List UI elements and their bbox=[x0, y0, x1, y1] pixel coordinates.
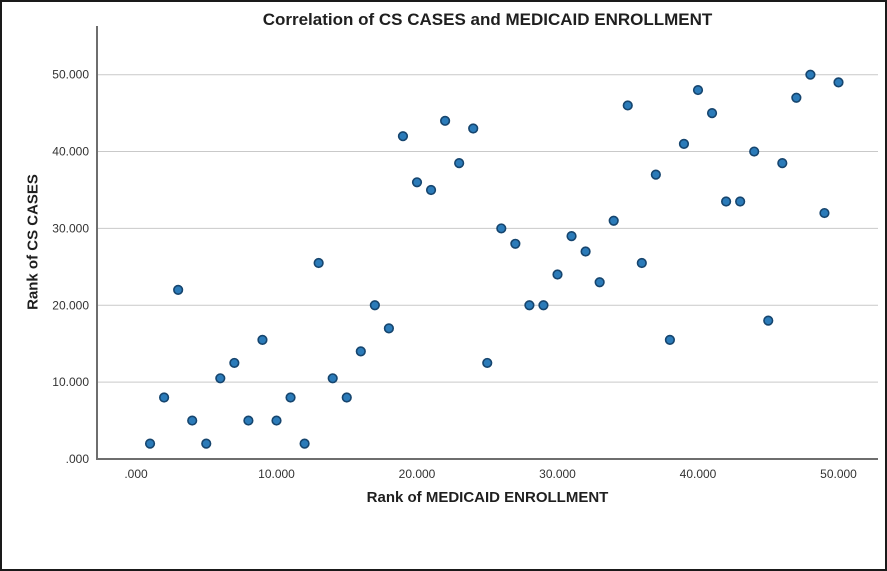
x-tick-label: 10.000 bbox=[258, 467, 295, 481]
data-point bbox=[144, 438, 156, 449]
data-point bbox=[678, 138, 690, 149]
data-point bbox=[608, 215, 619, 226]
data-point bbox=[749, 146, 760, 157]
x-axis-title: Rank of MEDICAID ENROLLMENT bbox=[366, 489, 609, 506]
data-point bbox=[243, 415, 254, 426]
data-point bbox=[777, 157, 788, 169]
data-point bbox=[833, 77, 844, 88]
data-point bbox=[496, 223, 507, 234]
data-point bbox=[566, 231, 577, 242]
data-point bbox=[383, 323, 395, 334]
data-point bbox=[482, 357, 493, 369]
data-point bbox=[313, 257, 324, 269]
data-point bbox=[229, 357, 240, 369]
data-point bbox=[720, 196, 732, 207]
data-point bbox=[411, 177, 423, 188]
data-point bbox=[664, 334, 676, 345]
data-point bbox=[468, 123, 479, 134]
data-point bbox=[538, 300, 549, 311]
data-point bbox=[791, 92, 802, 103]
data-point bbox=[524, 300, 535, 311]
data-point bbox=[285, 392, 296, 403]
y-tick-label: .000 bbox=[66, 452, 90, 466]
y-tick-label: 10.000 bbox=[52, 375, 89, 389]
data-point bbox=[692, 84, 704, 96]
data-point bbox=[159, 392, 170, 403]
y-tick-label: 50.000 bbox=[52, 68, 89, 82]
data-point bbox=[594, 277, 605, 288]
data-point bbox=[369, 300, 380, 311]
data-point bbox=[650, 169, 661, 180]
data-point bbox=[763, 315, 774, 326]
data-point bbox=[271, 415, 282, 426]
data-point bbox=[341, 392, 352, 403]
data-point bbox=[510, 238, 521, 249]
data-point bbox=[805, 69, 816, 80]
x-tick-label: 30.000 bbox=[539, 467, 576, 481]
x-tick-label: 40.000 bbox=[680, 467, 717, 481]
x-tick-label: 20.000 bbox=[399, 467, 436, 481]
data-point bbox=[636, 257, 647, 269]
data-point bbox=[201, 438, 212, 449]
data-point bbox=[355, 346, 366, 357]
x-tick-label: .000 bbox=[124, 467, 148, 481]
data-point bbox=[706, 108, 718, 119]
data-point bbox=[454, 157, 465, 169]
x-tick-label: 50.000 bbox=[820, 467, 857, 481]
data-point bbox=[299, 438, 310, 449]
data-point bbox=[327, 373, 338, 384]
y-tick-label: 30.000 bbox=[52, 221, 89, 235]
data-point bbox=[622, 100, 633, 111]
chart-title: Correlation of CS CASES and MEDICAID ENR… bbox=[262, 10, 713, 29]
data-point bbox=[580, 246, 591, 257]
data-point bbox=[215, 373, 226, 384]
data-point bbox=[257, 334, 268, 345]
y-tick-label: 40.000 bbox=[52, 145, 89, 159]
data-point bbox=[552, 269, 563, 280]
data-point bbox=[425, 184, 437, 196]
y-tick-label: 20.000 bbox=[52, 298, 89, 312]
data-point bbox=[173, 284, 184, 296]
data-point bbox=[397, 131, 409, 142]
data-point bbox=[187, 415, 198, 426]
data-point bbox=[440, 115, 451, 126]
data-point bbox=[819, 207, 830, 219]
data-point bbox=[735, 196, 746, 207]
